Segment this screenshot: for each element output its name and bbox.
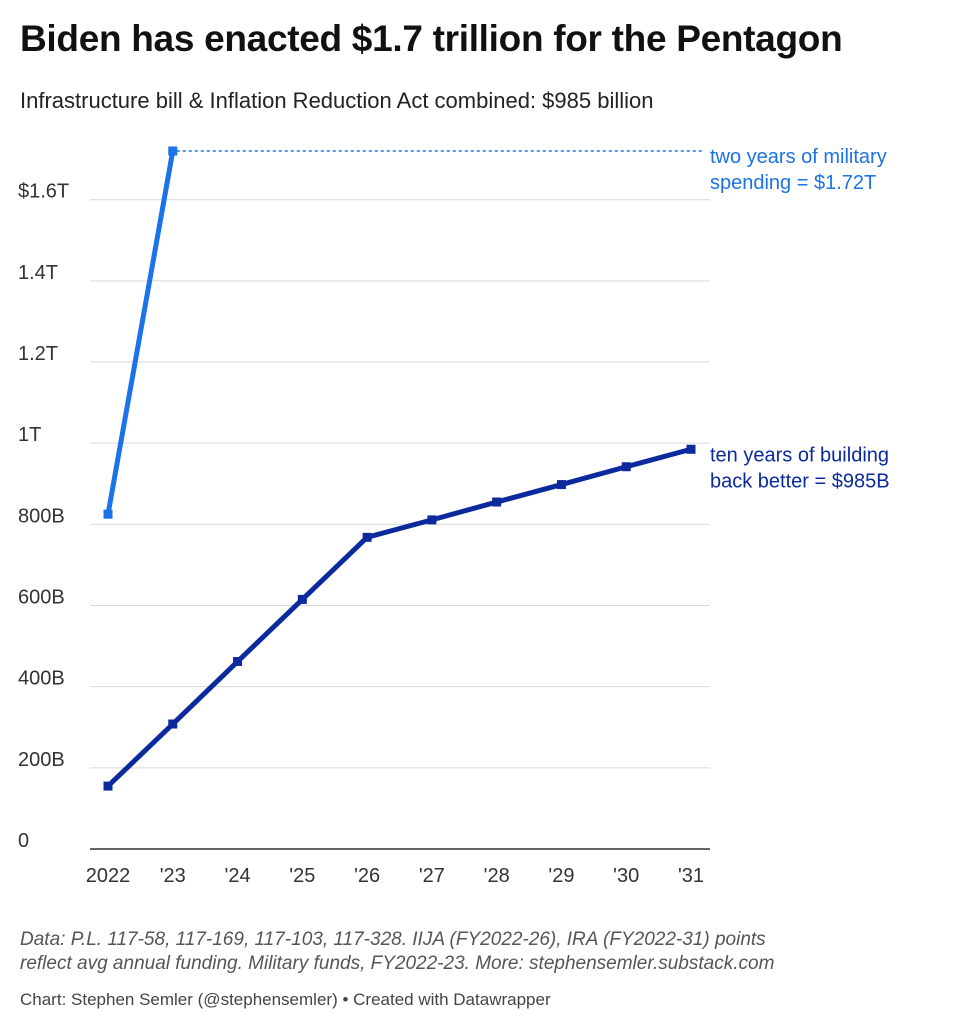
annotation-military: spending = $1.72T — [710, 172, 876, 194]
y-tick-label: 1.2T — [18, 343, 58, 365]
series-line-military — [105, 150, 176, 515]
x-tick-label: '28 — [484, 865, 510, 887]
data-point-military — [168, 146, 178, 156]
chart-subtitle: Infrastructure bill & Inflation Reductio… — [20, 88, 654, 113]
annotation-bbb: back better = $985B — [710, 470, 890, 492]
data-point-bbb — [686, 444, 696, 454]
y-tick-label: $1.6T — [18, 181, 69, 203]
y-tick-label: 400B — [18, 668, 65, 690]
x-tick-label: 2022 — [86, 865, 131, 887]
annotation-military: two years of military — [710, 146, 887, 168]
data-point-bbb — [168, 719, 178, 729]
y-tick-label: 1.4T — [18, 262, 58, 284]
x-tick-label: '24 — [225, 865, 251, 887]
x-tick-label: '25 — [289, 865, 315, 887]
data-point-bbb — [103, 781, 113, 791]
data-point-bbb — [621, 462, 631, 472]
series-line-bbb — [106, 446, 692, 788]
y-tick-label: 1T — [18, 424, 41, 446]
y-tick-label: 200B — [18, 749, 65, 771]
x-tick-label: '29 — [548, 865, 574, 887]
y-tick-label: 800B — [18, 505, 65, 527]
source-notes-line-2: reflect avg annual funding. Military fun… — [20, 953, 775, 974]
x-tick-label: '30 — [613, 865, 639, 887]
data-point-bbb — [297, 594, 307, 604]
data-point-bbb — [492, 497, 502, 507]
y-axis-ticks: 0 200B 400B 600B 800B 1T 1.2T 1.4T $1.6T — [18, 181, 69, 852]
x-tick-label: '26 — [354, 865, 380, 887]
annotations: two years of military spending = $1.72T te… — [176, 146, 890, 492]
chart-title: Biden has enacted $1.7 trillion for the … — [20, 18, 843, 59]
source-notes-line-1: Data: P.L. 117-58, 117-169, 117-103, 117… — [20, 929, 766, 950]
series-layer — [103, 146, 696, 791]
data-point-bbb — [427, 515, 437, 525]
y-tick-label: 600B — [18, 587, 65, 609]
data-point-bbb — [362, 532, 372, 542]
chart-credit: Chart: Stephen Semler (@stephensemler) •… — [20, 990, 551, 1009]
line-chart: 0 200B 400B 600B 800B 1T 1.2T 1.4T $1.6T 2022 '23… — [18, 146, 890, 887]
data-point-bbb — [233, 657, 243, 667]
annotation-bbb: ten years of building — [710, 444, 889, 466]
y-tick-label: 0 — [18, 830, 29, 852]
x-tick-label: '31 — [678, 865, 704, 887]
grid-lines — [90, 199, 710, 850]
x-tick-label: '23 — [160, 865, 186, 887]
source-notes: Data: P.L. 117-58, 117-169, 117-103, 117… — [20, 928, 940, 976]
data-point-bbb — [556, 480, 566, 490]
x-tick-label: '27 — [419, 865, 445, 887]
x-axis-ticks: 2022 '23 '24 '25 '26 '27 '28 '29 '30 '31 — [86, 865, 704, 887]
data-point-military — [103, 509, 113, 519]
